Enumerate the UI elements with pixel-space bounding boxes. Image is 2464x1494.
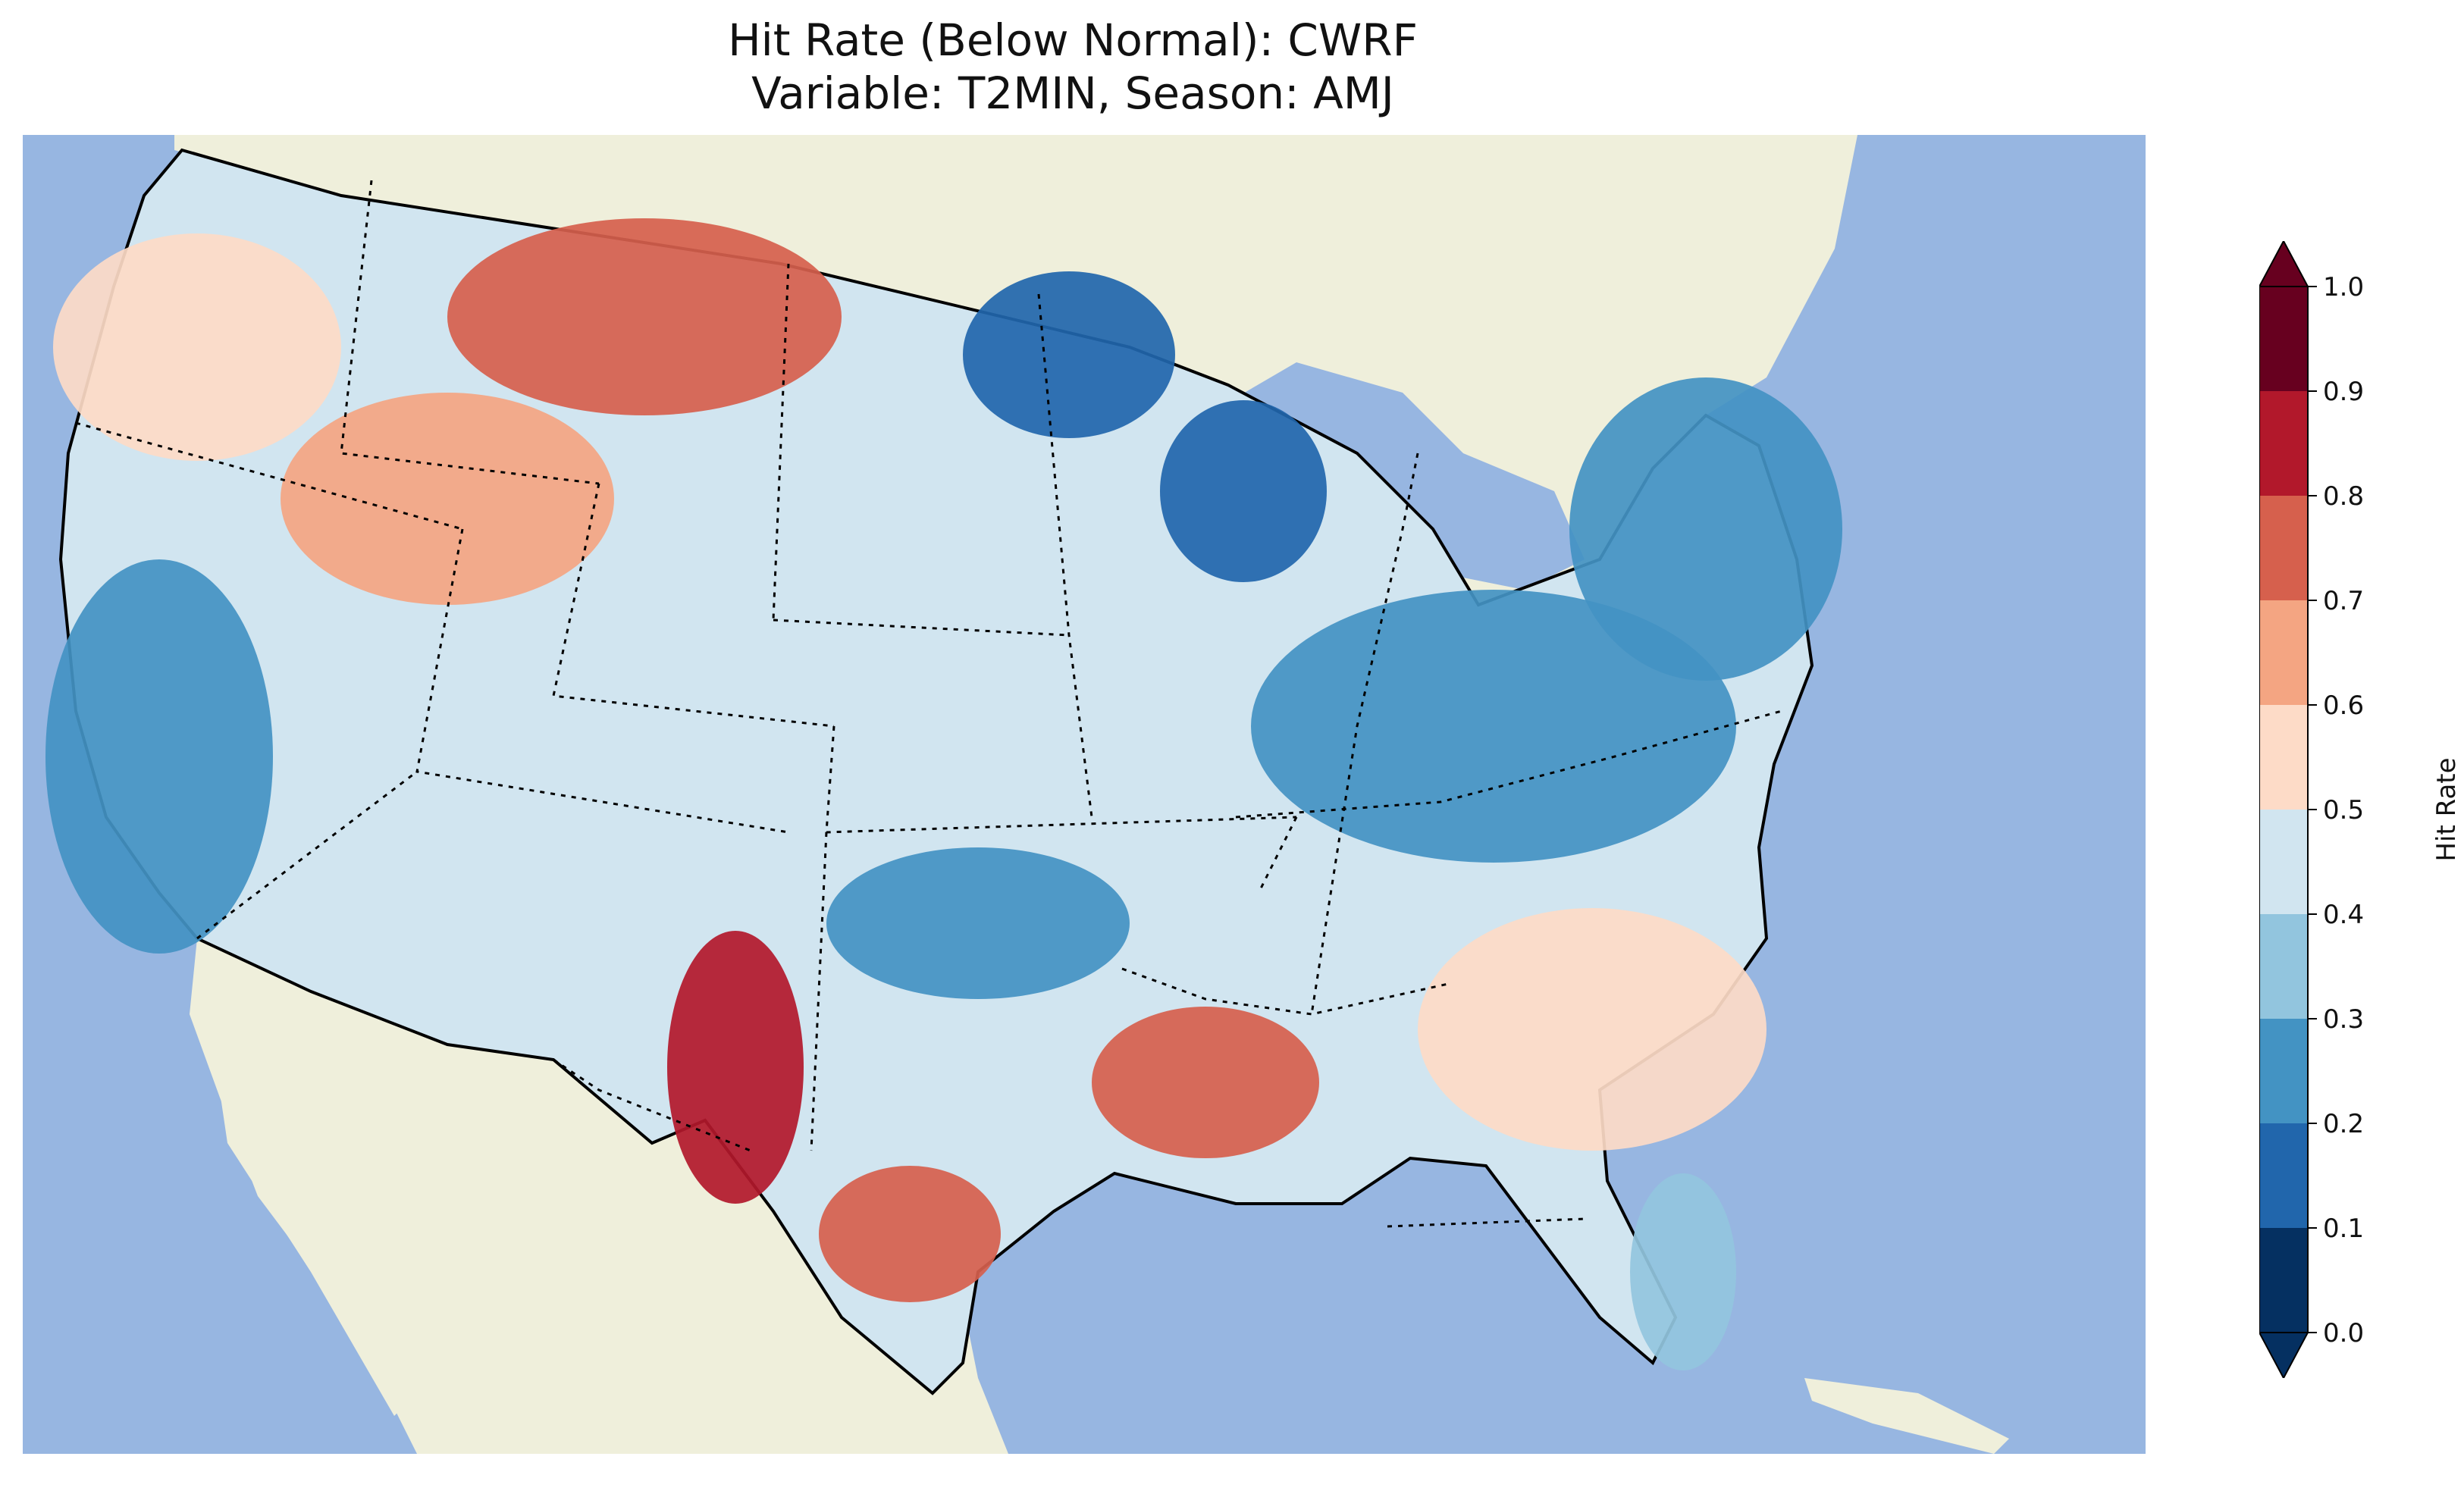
region-south-texas bbox=[819, 1166, 1001, 1302]
colorbar-ticks: 0.0 0.1 0.2 0.3 0.4 0.5 0.6 0.7 0.8 0.9 1.0 bbox=[2308, 272, 2364, 1348]
colorbar-segment bbox=[2259, 810, 2308, 914]
colorbar-tick-label: 0.0 bbox=[2323, 1318, 2364, 1348]
hit-rate-blobs bbox=[45, 218, 1842, 1370]
colorbar-tick-label: 0.7 bbox=[2323, 586, 2364, 616]
colorbar: 0.0 0.1 0.2 0.3 0.4 0.5 0.6 0.7 0.8 0.9 1.0 Hit Ra… bbox=[2259, 241, 2462, 1378]
colorbar-tick-label: 0.2 bbox=[2323, 1109, 2364, 1139]
map-subtitle: Variable: T2MIN, Season: AMJ bbox=[751, 67, 1394, 119]
region-northern-rockies-montana bbox=[447, 218, 842, 415]
region-southeast bbox=[1418, 908, 1766, 1151]
cuba-island bbox=[1804, 1378, 2009, 1454]
colorbar-segments bbox=[2259, 287, 2308, 1333]
colorbar-tick-label: 1.0 bbox=[2323, 272, 2364, 302]
colorbar-segment bbox=[2259, 1228, 2308, 1333]
colorbar-over-triangle bbox=[2259, 241, 2309, 287]
map-title: Hit Rate (Below Normal): CWRF bbox=[728, 14, 1418, 66]
region-louisiana-arkansas bbox=[1092, 1007, 1319, 1158]
colorbar-tick-label: 0.1 bbox=[2323, 1214, 2364, 1244]
colorbar-tick-label: 0.4 bbox=[2323, 900, 2364, 930]
colorbar-segment bbox=[2259, 287, 2308, 391]
region-ohio-valley bbox=[1251, 590, 1736, 863]
colorbar-segment bbox=[2259, 600, 2308, 705]
region-new-england-interior bbox=[1569, 377, 1842, 681]
region-pacific-northwest bbox=[53, 233, 341, 461]
baja-peninsula bbox=[197, 938, 417, 1416]
colorbar-tick-label: 0.9 bbox=[2323, 377, 2364, 407]
colorbar-label: Hit Rate bbox=[2431, 757, 2462, 861]
region-west-texas-new-mexico bbox=[667, 931, 804, 1204]
hit-rate-map bbox=[23, 135, 2146, 1454]
colorbar-segment bbox=[2259, 391, 2308, 496]
colorbar-tick-label: 0.5 bbox=[2323, 795, 2364, 825]
state-boundaries bbox=[75, 180, 1782, 1228]
region-northern-minnesota bbox=[963, 271, 1175, 438]
region-california-coast bbox=[45, 559, 273, 954]
colorbar-segment bbox=[2259, 705, 2308, 810]
colorbar-under-triangle bbox=[2259, 1332, 2309, 1378]
colorbar-segment bbox=[2259, 496, 2308, 600]
region-wisconsin bbox=[1160, 400, 1327, 582]
region-idaho-oregon bbox=[281, 393, 614, 605]
colorbar-segment bbox=[2259, 1019, 2308, 1123]
colorbar-tick-label: 0.6 bbox=[2323, 691, 2364, 721]
colorbar-segment bbox=[2259, 914, 2308, 1019]
colorbar-tick-label: 0.3 bbox=[2323, 1004, 2364, 1035]
colorbar-segment bbox=[2259, 1123, 2308, 1228]
region-oklahoma bbox=[826, 847, 1130, 999]
colorbar-tick-label: 0.8 bbox=[2323, 481, 2364, 512]
region-florida bbox=[1630, 1173, 1736, 1370]
